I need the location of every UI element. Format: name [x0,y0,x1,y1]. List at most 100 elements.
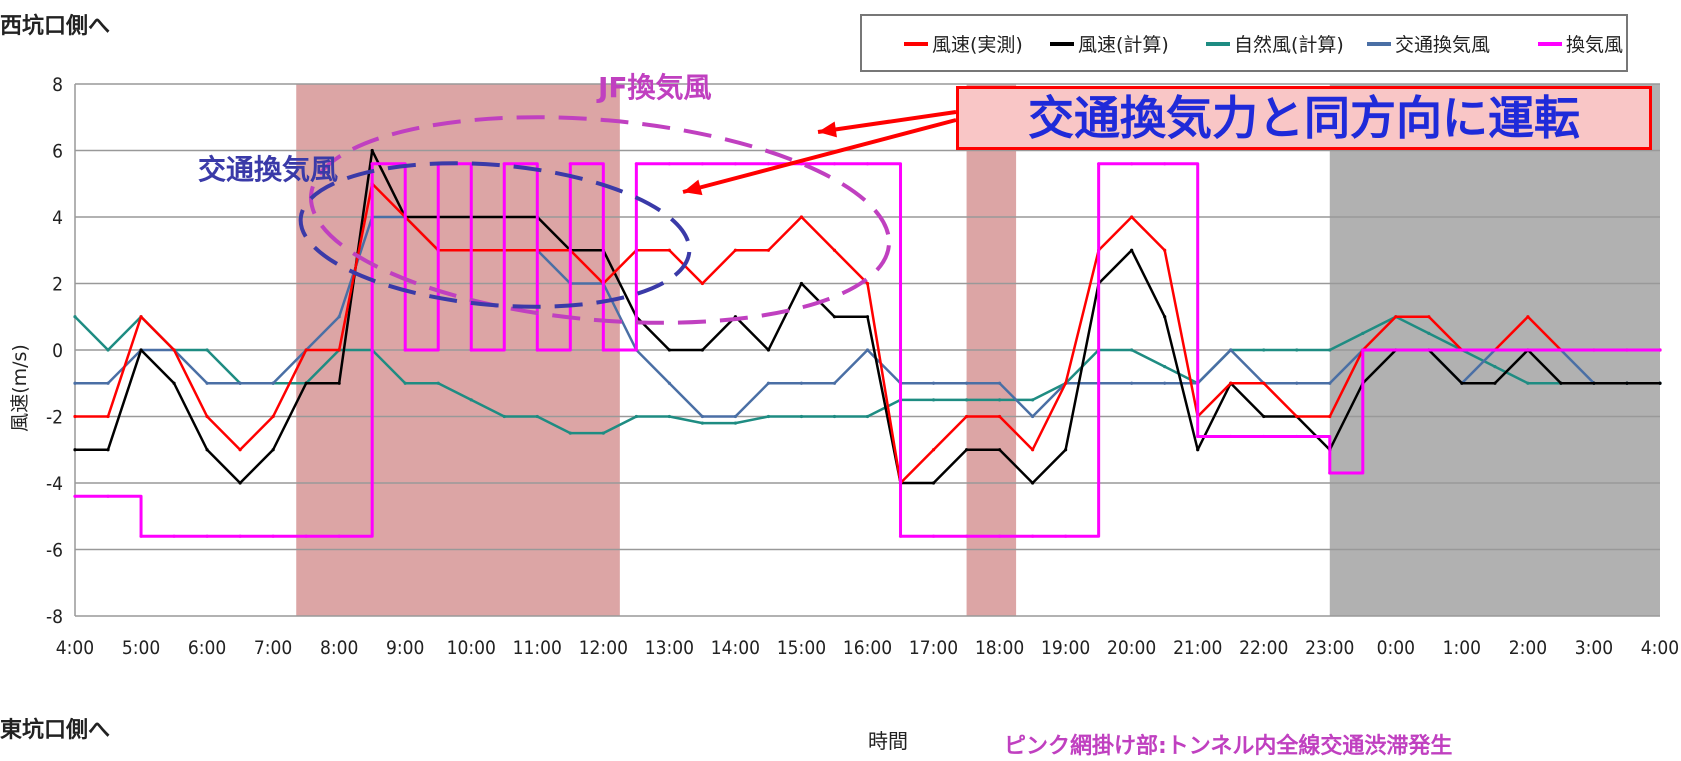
point-natural [1526,381,1530,385]
east-portal-label: 東坑口側へ [0,718,111,743]
legend-label-measured: 風速(実測) [932,34,1023,56]
x-tick-label: 1:00 [1443,637,1481,659]
point-calc [1625,381,1629,385]
point-traffic [700,414,704,419]
y-tick-label: 8 [52,74,63,96]
point-measured [700,281,704,286]
point-measured [1262,381,1266,385]
point-traffic [337,315,341,319]
point-natural [700,421,704,425]
point-measured [1130,215,1134,219]
point-calc [238,481,242,485]
x-axis-label: 時間 [868,729,908,753]
point-calc [964,448,969,452]
x-tick-label: 13:00 [645,637,694,659]
point-ventilation [304,534,308,538]
point-ventilation [733,162,738,166]
point-calc [1130,248,1134,252]
point-ventilation [172,534,176,538]
point-natural [766,414,771,419]
point-ventilation [931,534,936,538]
x-tick-label: 6:00 [188,637,226,659]
point-ventilation [337,534,341,538]
x-tick-label: 12:00 [579,637,628,659]
legend-items: 風速(実測) 風速(計算) 自然風(計算) 交通換気風 換気風 [904,34,1623,56]
x-tick-label: 2:00 [1509,637,1547,659]
legend-label-natural: 自然風(計算) [1234,34,1344,56]
x-tick-label: 9:00 [386,637,424,659]
point-natural [1361,331,1365,335]
point-ventilation [568,162,572,166]
point-calc [1460,381,1464,385]
point-ventilation [271,534,275,538]
point-calc [1196,448,1200,452]
point-measured [1328,414,1332,419]
point-measured [304,348,308,352]
y-tick-label: 6 [52,141,63,163]
point-measured [733,248,738,252]
point-natural [1031,398,1035,402]
x-tick-label: 20:00 [1107,637,1156,659]
point-ventilation [601,348,605,352]
jf-wind-annotation: JF換気風 [598,71,712,104]
point-calc [1559,381,1563,385]
callout-box: 交通換気力と同方向に運転 [956,86,1652,150]
y-tick-label: -2 [46,407,63,429]
point-traffic [106,381,110,385]
x-tick-label: 16:00 [843,637,892,659]
x-tick-label: 4:00 [56,637,94,659]
point-measured [1229,381,1233,385]
point-natural [205,348,209,352]
point-ventilation [865,162,870,166]
point-calc [370,148,374,153]
point-ventilation [1592,348,1596,352]
point-measured [1295,414,1299,419]
x-tick-label: 19:00 [1041,637,1090,659]
x-tick-label: 18:00 [975,637,1024,659]
point-ventilation [1031,534,1035,538]
point-ventilation [1526,348,1530,352]
point-ventilation [1295,434,1299,439]
point-ventilation [1064,534,1068,538]
point-measured [139,315,143,319]
point-traffic [766,381,771,385]
point-calc [172,381,176,385]
point-ventilation [469,348,473,352]
point-measured [667,248,671,252]
point-measured [73,414,77,419]
traffic-wind-ellipse [298,161,692,309]
x-tick-label: 14:00 [711,637,760,659]
point-calc [997,448,1002,452]
point-natural [1328,348,1332,352]
point-ventilation [898,534,903,538]
point-ventilation [700,162,704,166]
point-natural [832,414,837,419]
point-natural [799,414,804,419]
x-tick-label: 17:00 [909,637,958,659]
point-calc [1592,381,1596,385]
point-ventilation [1196,434,1200,439]
callout-arrow-line [817,110,957,134]
point-calc [106,448,110,452]
point-calc [931,481,936,485]
point-natural [865,414,870,419]
point-ventilation [1559,348,1563,352]
footnote-congestion: ピンク網掛け部:トンネル内全線交通渋滞発生 [1004,734,1453,759]
point-measured [799,215,804,219]
point-ventilation [634,162,638,166]
point-traffic [1229,348,1233,352]
y-tick-label: -8 [46,606,63,628]
point-ventilation [1427,348,1431,352]
point-calc [1163,315,1167,319]
point-calc [1493,381,1497,385]
point-ventilation [403,348,407,352]
point-ventilation [667,162,671,166]
point-calc [139,348,143,352]
point-natural [601,431,605,435]
jf-wind-ellipse [308,115,892,325]
point-measured [766,248,771,252]
point-measured [1031,448,1035,452]
point-natural [997,398,1002,402]
point-traffic [667,381,671,385]
